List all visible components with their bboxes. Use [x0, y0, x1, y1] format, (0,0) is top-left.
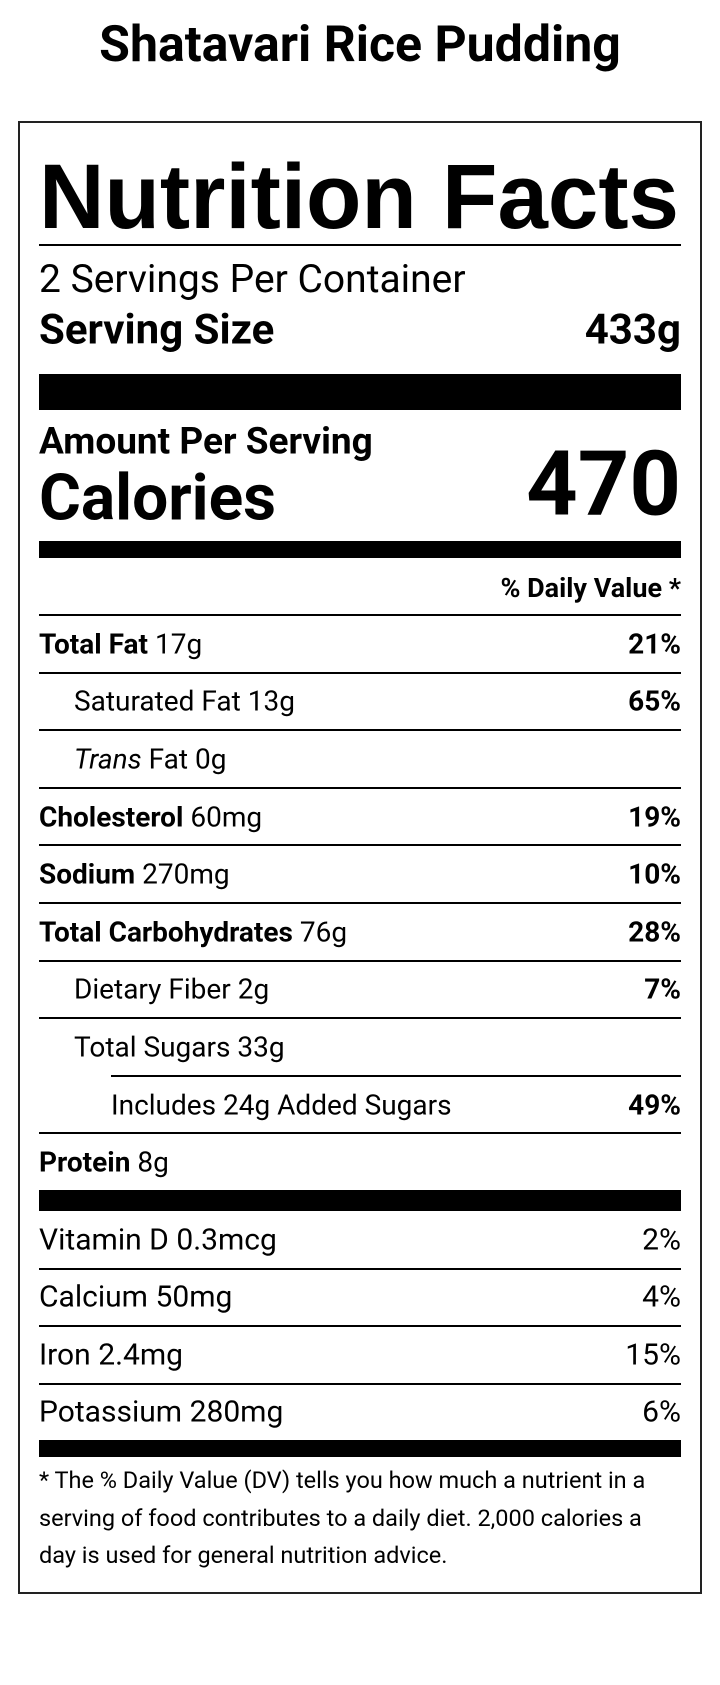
vitamin-dv: 15%	[625, 1337, 681, 1373]
nutrient-name: Protein 8g	[39, 1146, 169, 1179]
nutrient-dv: 19%	[628, 800, 681, 834]
vitamin-name: Iron 2.4mg	[39, 1337, 183, 1372]
vitamin-amount: 2.4mg	[98, 1337, 184, 1373]
recipe-title: Shatavari Rice Pudding	[99, 16, 621, 74]
nutrient-amount: 2g	[237, 972, 270, 1006]
rule	[39, 1382, 681, 1385]
amount-per-serving: Amount Per Serving	[39, 420, 373, 464]
rule	[39, 614, 681, 616]
rule	[39, 1132, 681, 1135]
vitamin-name: Calcium 50mg	[39, 1280, 232, 1315]
rule	[39, 1267, 681, 1270]
rule	[111, 1074, 681, 1077]
vitamin-label: Iron	[39, 1337, 91, 1373]
nutrient-amount: 60mg	[190, 800, 263, 834]
header-svg: Nutrition Facts	[39, 148, 679, 238]
nutrient-amount: 76g	[299, 915, 348, 949]
nutrient-name: Includes 24g Added Sugars	[111, 1088, 452, 1121]
thick-rule	[39, 1440, 681, 1457]
rule	[39, 1017, 681, 1020]
vitamin-dv: 4%	[642, 1279, 681, 1315]
nutrient-label: Total Fat	[39, 627, 148, 661]
serving-size-value: 433g	[584, 305, 681, 355]
rule	[39, 902, 681, 904]
nutrient-amount: 13g	[247, 684, 295, 718]
serving-size-label: Serving Size	[39, 305, 275, 355]
nutrient-name: Saturated Fat 13g	[74, 685, 295, 718]
calories-value: 470	[526, 431, 681, 537]
rule	[39, 244, 681, 246]
nutrient-amount: 17g	[154, 627, 203, 661]
vitamin-name: Potassium 280mg	[39, 1395, 283, 1430]
nutrient-label: Dietary Fiber	[74, 972, 231, 1006]
nutrient-dv: 49%	[628, 1088, 681, 1122]
nutrient-label: Cholesterol	[39, 800, 184, 834]
nutrient-label: Protein	[39, 1145, 131, 1179]
nutrient-name: Total Carbohydrates 76g	[39, 915, 347, 948]
thick-rule	[39, 1190, 681, 1211]
vitamin-label: Calcium	[39, 1279, 148, 1315]
nutrient-label: Sodium	[39, 857, 136, 891]
daily-value-header: % Daily Value *	[500, 572, 681, 604]
rule	[39, 786, 681, 789]
nutrient-label: Fat	[148, 742, 189, 776]
nutrient-amount: 33g	[237, 1030, 285, 1064]
nutrient-name: Sodium 270mg	[39, 858, 230, 891]
nutrition-label	[18, 121, 702, 1594]
nutrient-name: Total Sugars 33g	[74, 1031, 285, 1064]
nutrient-name: Cholesterol 60mg	[39, 800, 262, 833]
nutrient-amount: 270mg	[142, 857, 230, 891]
nutrient-name: Dietary Fiber 2g	[74, 973, 269, 1006]
nutrient-label: Total Sugars	[74, 1030, 231, 1064]
nutrient-dv: 7%	[644, 972, 681, 1006]
nutrient-label: Includes 24g Added Sugars	[111, 1088, 452, 1122]
footnote: * The % Daily Value (DV) tells you how m…	[39, 1466, 646, 1569]
rule	[39, 729, 681, 732]
rule	[39, 959, 681, 962]
rule	[39, 844, 681, 847]
nutrient-name: Trans Fat 0g	[74, 743, 227, 776]
vitamin-amount: 0.3mcg	[176, 1222, 277, 1258]
vitamin-amount: 280mg	[189, 1394, 284, 1430]
calories-label: Calories	[39, 460, 276, 536]
nutrient-label: Saturated Fat	[74, 684, 241, 718]
rule	[39, 1325, 681, 1327]
nutrient-italic: Trans	[74, 742, 142, 776]
nutrient-amount: 0g	[195, 742, 227, 776]
nutrient-dv: 65%	[628, 684, 681, 718]
label-header: Nutrition Facts	[39, 148, 679, 238]
vitamin-dv: 2%	[642, 1222, 681, 1258]
nutrient-dv: 28%	[628, 915, 681, 949]
nutrient-name: Total Fat 17g	[39, 627, 202, 660]
vitamin-amount: 50mg	[155, 1279, 233, 1315]
rule	[39, 671, 681, 674]
vitamin-label: Vitamin D	[39, 1222, 169, 1258]
thick-rule	[39, 541, 681, 558]
vitamin-name: Vitamin D 0.3mcg	[39, 1222, 277, 1257]
servings-per-container: 2 Servings Per Container	[39, 256, 466, 302]
nutrient-label: Total Carbohydrates	[39, 915, 293, 949]
vitamin-label: Potassium	[39, 1394, 183, 1430]
nutrient-dv: 10%	[628, 857, 681, 891]
nutrient-amount: 8g	[137, 1145, 169, 1179]
vitamin-dv: 6%	[642, 1394, 681, 1430]
thick-rule	[39, 374, 681, 410]
nutrient-dv: 21%	[628, 627, 681, 661]
